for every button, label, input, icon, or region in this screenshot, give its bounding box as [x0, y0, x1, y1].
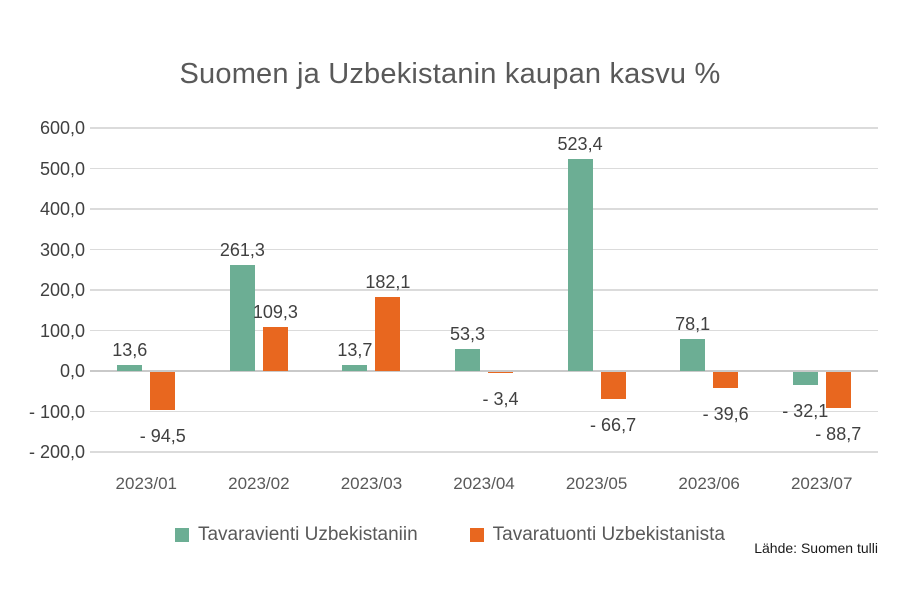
gridline	[90, 248, 878, 251]
gridline	[90, 167, 878, 170]
bar-value-label: - 88,7	[815, 423, 862, 444]
gridline	[90, 289, 878, 291]
bar-export	[680, 339, 706, 371]
bar-export	[792, 372, 818, 385]
y-tick-label: 0,0	[59, 361, 85, 381]
gridline	[90, 410, 878, 413]
x-tick-label: 2023/01	[115, 474, 178, 493]
bar-import	[150, 372, 176, 411]
x-tick-label: 2023/02	[228, 474, 290, 493]
x-tick-label: 2023/03	[340, 474, 403, 493]
bar-export	[567, 159, 593, 371]
y-tick-label: - 200,0	[28, 442, 85, 462]
legend-item: Tavaravienti Uzbekistaniin	[174, 524, 418, 546]
bar-value-label: - 3,4	[482, 389, 519, 410]
bar-value-label: - 39,6	[702, 404, 749, 425]
y-tick-label: 600,0	[39, 118, 85, 138]
y-tick-label: 200,0	[39, 280, 85, 300]
y-tick-label: 500,0	[39, 158, 85, 179]
bar-export	[342, 365, 368, 371]
x-tick-label: 2023/05	[565, 474, 628, 493]
bar-value-label: 523,4	[557, 134, 603, 155]
x-tick-label: 2023/07	[790, 474, 853, 493]
bar-value-label: 13,7	[337, 340, 373, 361]
bar-export	[455, 349, 480, 371]
bar-import	[262, 326, 288, 371]
x-tick-label: 2023/06	[678, 474, 740, 493]
bar-value-label: - 94,5	[139, 426, 186, 447]
bar-import	[488, 372, 513, 374]
source-note: Lähde: Suomen tulli	[754, 540, 878, 556]
chart-legend: Tavaravienti Uzbekistaniin Tavaratuonti U…	[0, 524, 900, 546]
bar-value-label: 53,3	[449, 324, 486, 345]
zero-gridline	[90, 370, 878, 372]
legend-label: Tavaratuonti Uzbekistanista	[492, 524, 725, 545]
y-tick-label: - 100,0	[28, 401, 85, 422]
y-tick-label: 400,0	[39, 199, 85, 219]
x-tick-label: 2023/04	[453, 474, 515, 493]
bar-value-label: 13,6	[112, 340, 148, 361]
bar-import	[825, 372, 851, 408]
gridline	[90, 127, 878, 129]
bar-import	[713, 372, 739, 389]
bar-value-label: 78,1	[675, 314, 711, 335]
y-tick-label: 100,0	[39, 320, 85, 341]
bar-value-label: - 32,1	[782, 401, 829, 421]
bar-import	[375, 297, 401, 371]
gridline	[90, 329, 878, 332]
bar-import	[600, 372, 626, 399]
chart-title: Suomen ja Uzbekistanin kaupan kasvu %	[179, 58, 721, 90]
bar-export	[229, 265, 255, 371]
legend-swatch-icon	[174, 528, 189, 542]
y-tick-label: 300,0	[39, 239, 85, 260]
gridline	[90, 451, 878, 453]
legend-item: Tavaratuonti Uzbekistanista	[469, 524, 725, 546]
bar-value-label: 109,3	[252, 301, 298, 322]
bar-value-label: - 66,7	[590, 415, 637, 435]
legend-label: Tavaravienti Uzbekistaniin	[197, 524, 418, 545]
legend-swatch-icon	[469, 528, 484, 542]
bar-value-label: 182,1	[365, 272, 411, 293]
gridline	[90, 208, 878, 210]
bar-export	[117, 365, 143, 371]
bar-value-label: 261,3	[219, 240, 265, 261]
